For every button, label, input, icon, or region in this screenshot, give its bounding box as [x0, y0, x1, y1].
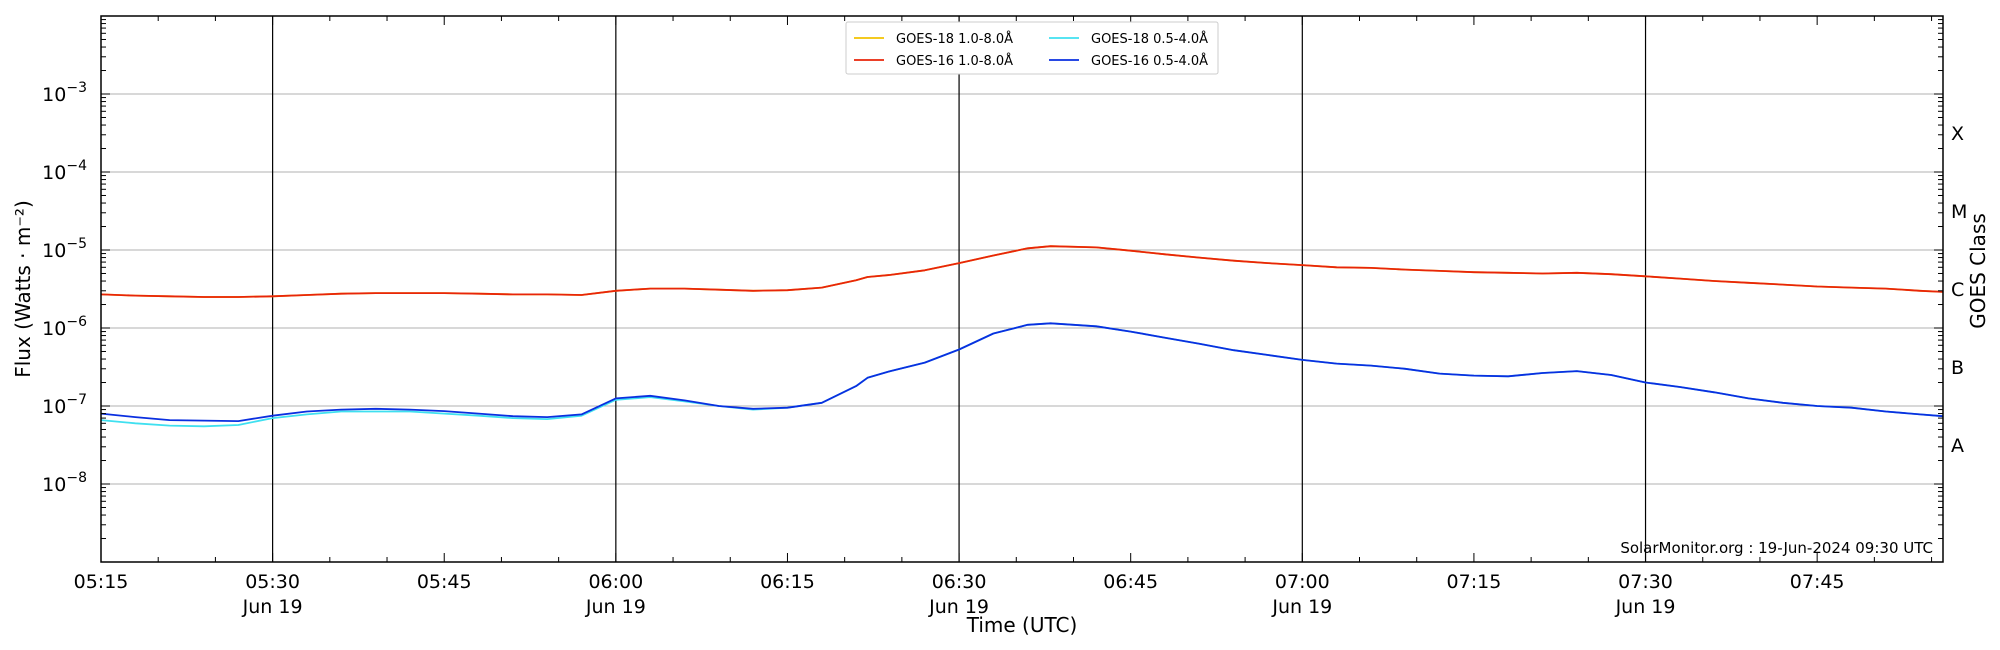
plot-frame — [100, 15, 1944, 563]
y-tick-label: 10−8 — [42, 470, 87, 496]
y-tick-base: 10 — [42, 318, 66, 340]
y-tick-exponent: −5 — [66, 236, 87, 252]
goes-class-label: A — [1951, 435, 1964, 457]
x-tick-date-label: Jun 19 — [928, 596, 989, 618]
series-layer — [100, 245, 1944, 428]
y-tick-label: 10−7 — [42, 392, 87, 418]
right-axis-title: GOES Class — [1966, 213, 1990, 329]
x-tick-date-label: Jun 19 — [1271, 596, 1332, 618]
x-tick-label: 07:00 — [1275, 571, 1330, 593]
y-tick-exponent: −4 — [66, 158, 87, 174]
series-line-2 — [100, 245, 1944, 298]
series-line-3 — [100, 322, 1944, 428]
legend: GOES-18 1.0-8.0Å GOES-16 1.0-8.0Å GOES-18 … — [845, 21, 1219, 75]
x-tick-label: 05:15 — [74, 571, 129, 593]
y-tick-base: 10 — [42, 474, 66, 496]
x-tick-label: 06:45 — [1103, 571, 1158, 593]
x-tick-label: 07:30 — [1618, 571, 1673, 593]
y-tick-base: 10 — [42, 396, 66, 418]
y-tick-exponent: −3 — [66, 80, 87, 96]
series-line-4 — [100, 322, 1944, 423]
legend-label: GOES-16 0.5-4.0Å — [1091, 53, 1208, 69]
axis-ticks — [100, 16, 1943, 563]
goes-class-label: C — [1951, 279, 1964, 301]
y-tick-exponent: −8 — [66, 470, 87, 486]
vertical-time-lines — [272, 16, 1647, 562]
x-tick-label: 06:30 — [932, 571, 987, 593]
credit-text: SolarMonitor.org : 19-Jun-2024 09:30 UTC — [1620, 539, 1933, 557]
grid-layer — [101, 93, 1943, 485]
x-tick-label: 06:15 — [760, 571, 815, 593]
y-tick-base: 10 — [42, 84, 66, 106]
legend-label: GOES-16 1.0-8.0Å — [896, 53, 1013, 69]
x-tick-date-label: Jun 19 — [1615, 596, 1676, 618]
x-tick-label: 05:45 — [417, 571, 472, 593]
y-tick-base: 10 — [42, 240, 66, 262]
x-tick-date-label: Jun 19 — [242, 596, 303, 618]
goes-class-label: M — [1951, 201, 1967, 223]
tick-labels: 05:15 05:30 Jun 19 05:45 06:00 Jun 19 06:15 06:… — [42, 80, 1967, 618]
legend-box — [845, 21, 1219, 75]
x-axis-title: Time (UTC) — [966, 613, 1078, 637]
y-tick-exponent: −7 — [66, 392, 87, 408]
y-tick-label: 10−3 — [42, 80, 87, 106]
x-tick-label: 05:30 — [245, 571, 300, 593]
x-tick-label: 07:45 — [1790, 571, 1845, 593]
x-tick-label: 07:15 — [1447, 571, 1502, 593]
y-tick-exponent: −6 — [66, 314, 87, 330]
x-tick-label: 06:00 — [588, 571, 643, 593]
legend-label: GOES-18 1.0-8.0Å — [896, 31, 1013, 47]
goes-class-label: X — [1951, 123, 1964, 145]
y-tick-label: 10−6 — [42, 314, 87, 340]
y-axis-title: Flux (Watts · m⁻²) — [11, 200, 35, 378]
goes-class-label: B — [1951, 357, 1964, 379]
x-tick-date-label: Jun 19 — [585, 596, 646, 618]
y-tick-base: 10 — [42, 162, 66, 184]
legend-label: GOES-18 0.5-4.0Å — [1091, 31, 1208, 47]
y-tick-label: 10−5 — [42, 236, 87, 262]
series-line-1 — [100, 245, 1944, 298]
y-tick-label: 10−4 — [42, 158, 87, 184]
